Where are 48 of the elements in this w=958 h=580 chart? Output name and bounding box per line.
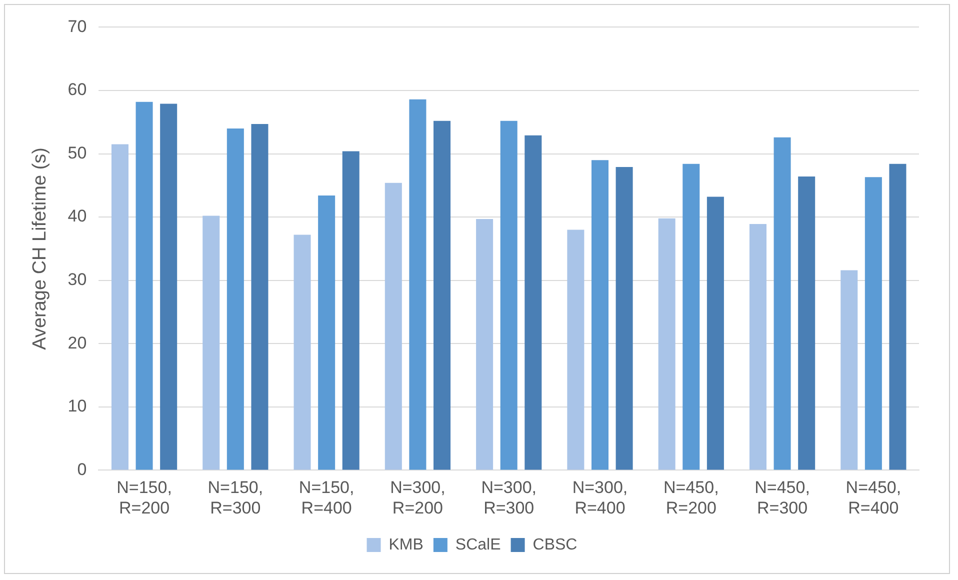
bar [864, 177, 882, 470]
bar [591, 160, 609, 470]
y-axis-title: Average CH Lifetime (s) [30, 148, 51, 350]
bar [616, 167, 633, 470]
x-tick-label: N=450, R=400 [846, 478, 902, 518]
y-tick-label: 20 [68, 333, 87, 352]
y-tick-label: 70 [68, 16, 87, 36]
bar [889, 164, 906, 470]
x-tick-label: N=150, R=400 [298, 478, 354, 518]
bar [658, 218, 676, 470]
bar [567, 230, 584, 470]
bar [318, 196, 336, 470]
bar [706, 196, 724, 470]
bar [682, 164, 700, 470]
bar [294, 234, 311, 470]
bar [774, 137, 791, 470]
bar [202, 216, 220, 470]
bar [136, 102, 153, 470]
y-tick-label: 10 [68, 396, 87, 416]
bar [749, 224, 766, 470]
bar [226, 128, 244, 470]
y-tick-label: 50 [68, 143, 87, 162]
x-tick-label: N=150, R=300 [208, 478, 264, 518]
legend-label: KMB [388, 536, 424, 554]
x-tick-label: N=150, R=200 [116, 478, 172, 518]
x-tick-label: N=300, R=300 [481, 478, 537, 518]
bar [160, 104, 178, 470]
x-tick-label: N=300, R=400 [572, 478, 628, 518]
x-tick-label: N=450, R=200 [663, 478, 719, 518]
bar [384, 182, 402, 470]
y-tick-label: 60 [68, 80, 87, 100]
bar [500, 120, 518, 470]
bar [840, 270, 858, 470]
bar [434, 120, 451, 470]
x-tick-label: N=450, R=300 [754, 478, 810, 518]
x-tick-label: N=300, R=200 [390, 478, 446, 518]
y-tick-label: 40 [68, 206, 87, 226]
y-tick-label: 0 [77, 460, 87, 479]
bar [409, 99, 426, 470]
bar [111, 144, 128, 470]
bar [251, 124, 268, 470]
bar [476, 218, 494, 470]
y-tick-label: 30 [68, 270, 87, 290]
legend-label: SCalE [455, 536, 501, 554]
bar [524, 135, 542, 470]
bar [798, 176, 816, 470]
legend-label: CBSC [532, 536, 578, 554]
bar [342, 151, 360, 470]
